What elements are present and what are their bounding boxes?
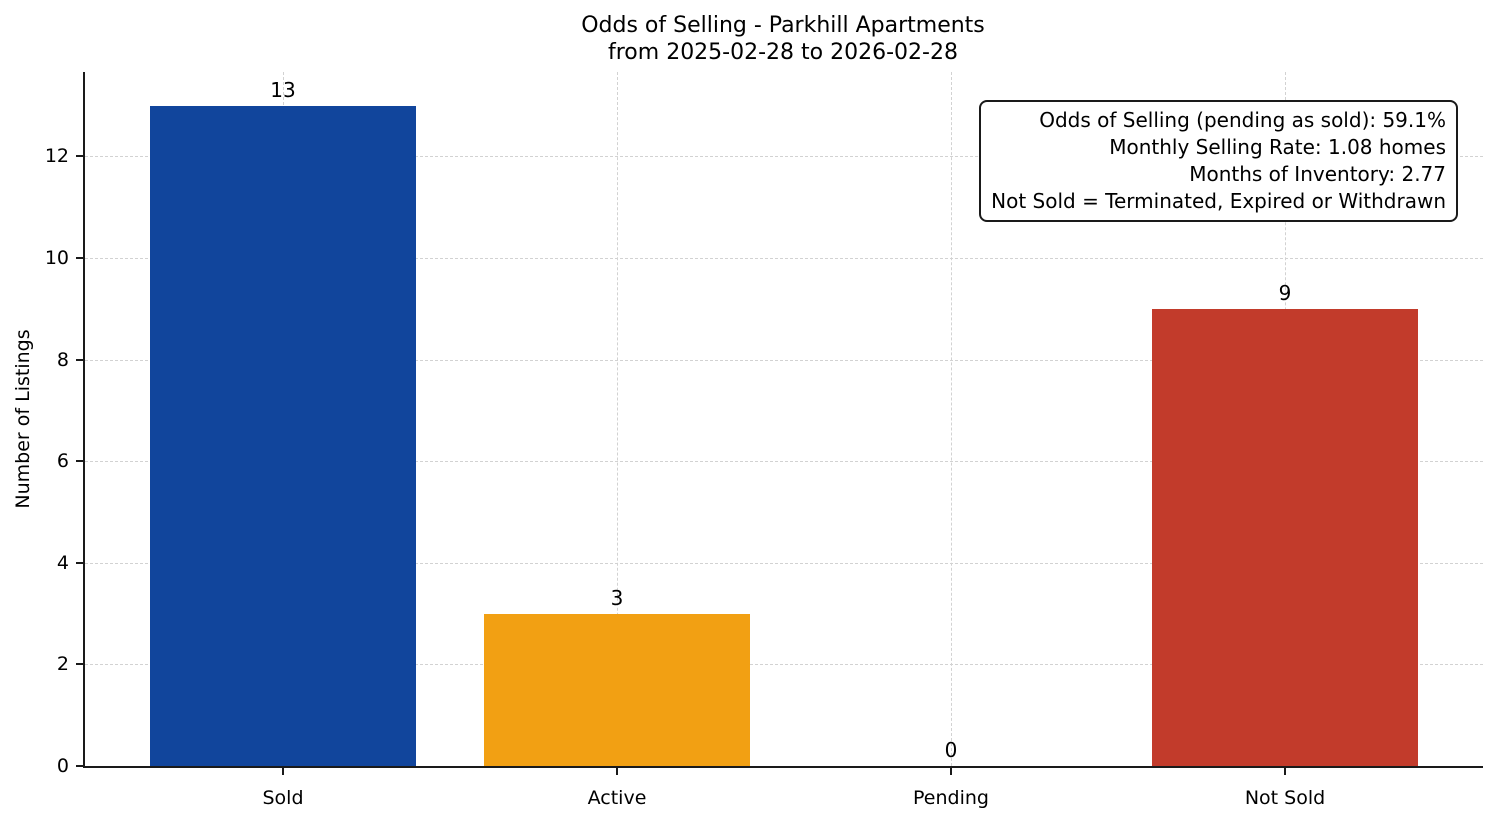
x-tick-label-sold: Sold — [262, 787, 304, 809]
stats-line-monthly-selling-rate: Monthly Selling Rate: 1.08 homes — [1109, 135, 1446, 159]
y-tick-mark — [76, 765, 83, 767]
x-tick-mark — [616, 768, 618, 775]
y-tick-mark — [76, 155, 83, 158]
grid-line-horizontal — [85, 257, 1483, 259]
x-tick-label-pending: Pending — [913, 787, 989, 809]
bar-not-sold — [1152, 308, 1418, 766]
grid-line-vertical — [617, 72, 618, 766]
grid-line-horizontal — [85, 562, 1483, 564]
y-tick-mark — [76, 256, 83, 259]
chart-subtitle: from 2025-02-28 to 2026-02-28 — [608, 40, 958, 65]
y-tick-label: 12 — [44, 145, 69, 168]
y-tick-mark — [76, 358, 83, 361]
chart-title-block: Odds of Selling - Parkhill Apartments fr… — [83, 12, 1483, 66]
y-tick-label: 4 — [56, 551, 69, 574]
grid-line-horizontal — [85, 664, 1483, 666]
grid-line-horizontal — [85, 156, 1483, 158]
grid-line-horizontal — [85, 359, 1483, 361]
plot-area: 0 2 4 6 8 10 12 13 Sold 3 Active 0 Pending 9 Not Sold — [45, 72, 1483, 809]
y-tick-label: 6 — [56, 450, 69, 473]
y-tick-label: 10 — [44, 246, 69, 269]
bar-value-label-active: 3 — [610, 585, 624, 610]
x-tick-mark — [1284, 768, 1286, 775]
y-tick-mark — [76, 561, 83, 564]
stats-line-not-sold-definition: Not Sold = Terminated, Expired or Withdr… — [991, 189, 1446, 213]
bar-sold — [150, 105, 416, 766]
y-tick-label: 0 — [56, 755, 69, 777]
x-tick-mark — [282, 768, 284, 775]
y-tick-mark — [76, 460, 83, 463]
x-tick-label-not-sold: Not Sold — [1244, 787, 1326, 809]
bar-value-label-not-sold: 9 — [1278, 280, 1292, 305]
chart-title: Odds of Selling - Parkhill Apartments — [581, 13, 985, 38]
bar-value-label-sold: 13 — [270, 77, 296, 102]
y-tick-label: 8 — [56, 348, 69, 371]
x-tick-mark — [950, 768, 952, 775]
stats-line-odds-of-selling: Odds of Selling (pending as sold): 59.1% — [1039, 108, 1446, 132]
grid-line-horizontal — [85, 461, 1483, 463]
x-tick-label-active: Active — [587, 787, 647, 809]
y-tick-label: 2 — [56, 653, 69, 676]
stats-annotation-box: Odds of Selling (pending as sold): 59.1%… — [979, 100, 1458, 222]
bar-value-label-pending: 0 — [944, 738, 958, 762]
y-tick-mark — [76, 663, 83, 666]
bar-active — [484, 613, 750, 766]
grid-line-vertical — [951, 72, 952, 766]
stats-line-months-of-inventory: Months of Inventory: 2.77 — [1189, 162, 1446, 186]
